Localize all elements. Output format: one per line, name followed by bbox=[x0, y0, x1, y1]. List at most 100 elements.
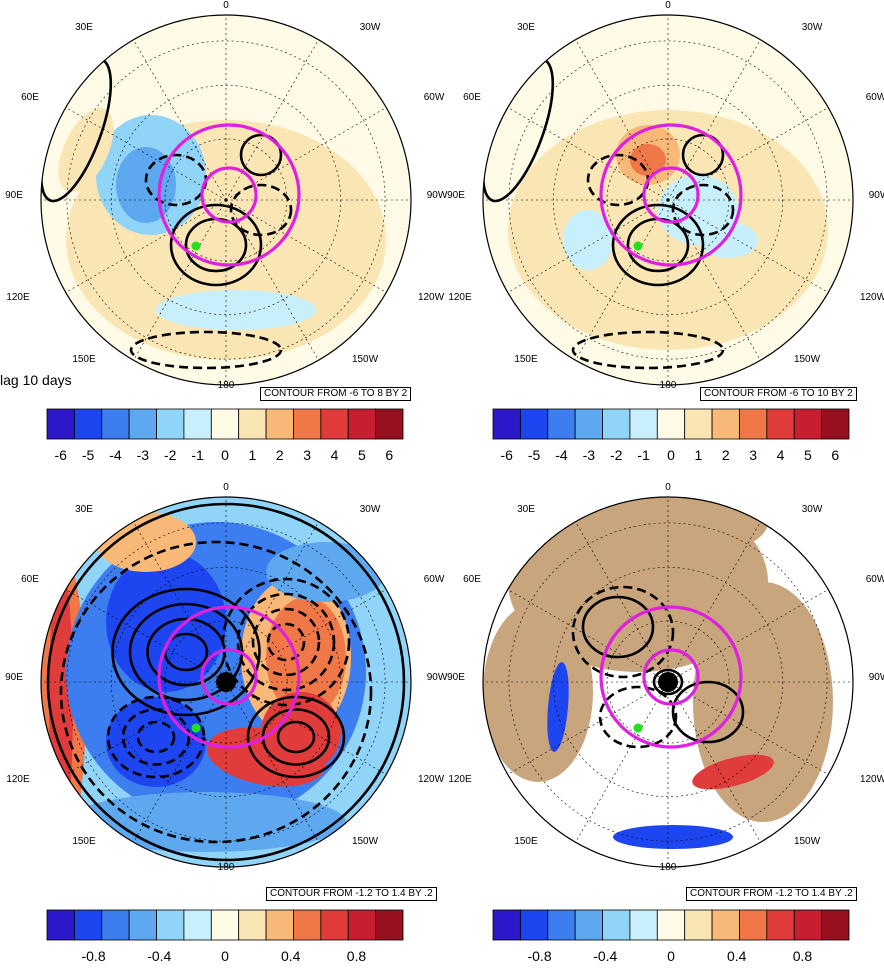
reference-circle-inner bbox=[642, 166, 700, 224]
colorbar-swatch bbox=[629, 909, 658, 941]
longitude-label: 60E bbox=[21, 92, 39, 103]
meridian-line bbox=[667, 199, 829, 293]
positive-significance-patch bbox=[692, 754, 774, 790]
reference-circle-inner bbox=[200, 648, 258, 706]
longitude-label: 30W bbox=[360, 22, 381, 33]
colorbar-tick-label: 0.4 bbox=[281, 948, 301, 964]
colorbar-swatch bbox=[183, 408, 212, 440]
negative-contour bbox=[129, 330, 283, 370]
map-border bbox=[40, 496, 412, 868]
longitude-label: 180 bbox=[218, 380, 235, 391]
colorbar-tick-label: 0.8 bbox=[347, 948, 367, 964]
colorbar: -0.8 -0.4 0 0.4 0.8 bbox=[492, 909, 850, 964]
contour-info-box: CONTOUR FROM -6 TO 10 BY 2 bbox=[700, 387, 857, 401]
meridian-line bbox=[133, 199, 227, 361]
colorbar-swatch bbox=[265, 408, 294, 440]
positive-contour bbox=[681, 133, 725, 177]
negative-contour bbox=[598, 685, 678, 749]
meridian-line bbox=[667, 199, 761, 361]
colorbar-swatch bbox=[320, 909, 349, 941]
anomaly-patch bbox=[106, 552, 226, 692]
colorbar: -6 -5 -4 -3 -2 -1 0 1 2 3 4 5 6 bbox=[46, 408, 404, 463]
colorbar-swatch bbox=[547, 408, 576, 440]
colorbar-swatch bbox=[793, 909, 823, 941]
colorbar-swatch bbox=[73, 408, 103, 440]
colorbar-tick-label: -6 bbox=[500, 447, 513, 463]
colorbar-swatch bbox=[293, 909, 322, 941]
longitude-label: 0 bbox=[665, 0, 671, 11]
colorbar-swatch bbox=[711, 408, 740, 440]
longitude-label: 90E bbox=[5, 672, 23, 683]
panel-top-right: 0 30W 60W 90W 120W 150W 180 150E 120E 90E 60E 30E CO… bbox=[442, 0, 884, 482]
longitude-label: 150E bbox=[72, 354, 96, 365]
colorbar-swatch bbox=[347, 909, 377, 941]
longitude-label: 90W bbox=[427, 190, 448, 201]
anomaly-patch bbox=[266, 597, 346, 717]
anomaly-patch bbox=[96, 512, 196, 572]
meridian-line bbox=[225, 39, 319, 201]
longitude-label: 120E bbox=[6, 774, 30, 785]
longitude-label: 90E bbox=[447, 672, 465, 683]
longitude-label: 120E bbox=[6, 292, 30, 303]
meridian-line bbox=[133, 681, 227, 843]
reference-circle-inner bbox=[642, 648, 700, 706]
parallel-line bbox=[66, 522, 386, 842]
colorbar-swatch bbox=[210, 408, 240, 440]
colorbar-swatch bbox=[210, 909, 240, 941]
meridian-line bbox=[507, 681, 669, 775]
map-border bbox=[482, 496, 854, 868]
polar-map: 0 30W 60W 90W 120W 150W 180 150E 120E 90E 60E 30E bbox=[447, 482, 884, 873]
colorbar-swatch bbox=[684, 408, 713, 440]
longitude-label: 150W bbox=[794, 836, 821, 847]
reference-circle-outer bbox=[599, 605, 743, 749]
negative-contour bbox=[136, 720, 176, 754]
panel-bottom-left: 0 30W 60W 90W 120W 150W 180 150E 120E 90E 60E 30E CO… bbox=[0, 482, 448, 964]
lag-label: lag 10 days bbox=[0, 372, 72, 388]
anomaly-patch bbox=[698, 222, 758, 258]
negative-contour bbox=[571, 330, 725, 370]
positive-contour bbox=[111, 587, 261, 717]
colorbar: -0.8 -0.4 0 0.4 0.8 bbox=[46, 909, 404, 964]
longitude-label: 30E bbox=[517, 22, 535, 33]
colorbar-tick-label: 3 bbox=[749, 447, 757, 463]
longitude-label: 30W bbox=[360, 504, 381, 515]
reference-circle-outer bbox=[157, 605, 301, 749]
colorbar-swatch bbox=[101, 909, 130, 941]
colorbar-swatch bbox=[101, 408, 130, 440]
meridian-line bbox=[667, 681, 761, 843]
colorbar-swatch bbox=[766, 909, 795, 941]
colorbar-swatch bbox=[492, 909, 521, 941]
parallel-line bbox=[66, 40, 386, 360]
colorbar-swatch bbox=[602, 408, 631, 440]
longitude-label: 60E bbox=[463, 574, 481, 585]
colorbar-swatch bbox=[656, 408, 686, 440]
meridian-line bbox=[575, 681, 669, 843]
positive-contour bbox=[239, 133, 283, 177]
parallel-line bbox=[606, 620, 730, 744]
panel-top-left: 0 30W 60W 90W 120W 150W 180 150E 120E 90E 60E 30E CO… bbox=[0, 0, 448, 482]
parallel-line bbox=[111, 567, 341, 797]
colorbar-tick-label: -3 bbox=[137, 447, 150, 463]
longitude-label: 120W bbox=[860, 774, 884, 785]
colorbar-swatch bbox=[156, 408, 185, 440]
longitude-label: 90W bbox=[427, 672, 448, 683]
colorbar-swatch bbox=[128, 408, 157, 440]
colorbar-swatch bbox=[519, 909, 549, 941]
meridian-line bbox=[65, 199, 227, 293]
meridian-line bbox=[507, 589, 669, 683]
colorbar-tick-label: 2 bbox=[276, 447, 284, 463]
negative-contour bbox=[671, 183, 735, 237]
panel-bottom-right: 0 30W 60W 90W 120W 150W 180 150E 120E 90E 60E 30E CO… bbox=[442, 482, 884, 964]
meridian-line bbox=[575, 199, 669, 361]
colorbar-tick-label: 1 bbox=[248, 447, 256, 463]
longitude-label: 30W bbox=[802, 504, 823, 515]
map-border bbox=[40, 14, 412, 386]
longitude-label: 60W bbox=[866, 92, 884, 103]
polar-map: 0 30W 60W 90W 120W 150W 180 150E 120E 90E 60E 30E bbox=[5, 0, 448, 391]
colorbar-swatch bbox=[238, 408, 267, 440]
colorbar-tick-label: 1 bbox=[694, 447, 702, 463]
colorbar-tick-label: -2 bbox=[610, 447, 623, 463]
anomaly-patch bbox=[630, 144, 666, 176]
negative-significance-patch bbox=[613, 825, 733, 849]
parallel-line bbox=[508, 522, 828, 842]
